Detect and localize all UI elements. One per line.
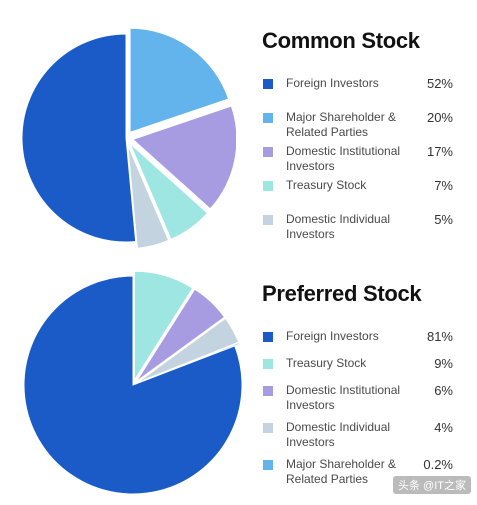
legend-swatch [263, 79, 273, 89]
legend-label: Domestic Individual Investors [286, 212, 391, 241]
legend-item: Major Shareholder & Related Parties 0.2% [262, 457, 467, 494]
legend-value: 6% [434, 383, 453, 398]
legend-label: Domestic Individual Investors [286, 420, 391, 449]
preferred-stock-legend: Foreign Investors 81% Treasury Stock 9% … [262, 329, 467, 494]
legend-label: Major Shareholder & Related Parties [286, 110, 397, 139]
legend-value: 81% [426, 329, 453, 344]
legend-value: 20% [426, 110, 453, 125]
legend-swatch [263, 215, 273, 225]
legend-label: Domestic Institutional Investors [286, 383, 401, 412]
pie-slice-institutional [131, 105, 238, 210]
pie-slice-foreign [23, 275, 243, 495]
watermark: 头条 @IT之家 [393, 476, 471, 494]
legend-swatch [263, 359, 273, 369]
legend-value: 7% [434, 178, 453, 193]
legend-value: 5% [434, 212, 453, 227]
preferred-stock-title: Preferred Stock [262, 281, 422, 306]
legend-value: 17% [426, 144, 453, 159]
legend-label: Domestic Institutional Investors [286, 144, 401, 173]
legend-swatch [263, 423, 273, 433]
legend-swatch [263, 460, 273, 470]
legend-item: Domestic Institutional Investors 17% [262, 144, 467, 178]
pie-slice-treasury [133, 270, 194, 382]
legend-item: Domestic Individual Investors 5% [262, 212, 467, 246]
pie-slice-treasury [129, 143, 209, 240]
legend-value: 4% [434, 420, 453, 435]
legend-label: Major Shareholder & Related Parties [286, 457, 397, 486]
legend-item: Foreign Investors 81% [262, 329, 467, 356]
legend-item: Treasury Stock 9% [262, 356, 467, 383]
common-stock-pie-svg [21, 27, 238, 249]
legend-value: 9% [434, 356, 453, 371]
legend-item: Domestic Institutional Investors 6% [262, 383, 467, 420]
preferred-stock-pie-svg [23, 270, 243, 495]
common-stock-legend: Foreign Investors 52% Major Shareholder … [262, 76, 467, 246]
legend-item: Foreign Investors 52% [262, 76, 467, 110]
legend-value: 52% [426, 76, 453, 91]
legend-swatch [263, 147, 273, 157]
legend-swatch [263, 181, 273, 191]
preferred-stock-pie-chart [18, 270, 248, 500]
legend-swatch [263, 386, 273, 396]
pie-slice-individual [137, 317, 240, 384]
legend-label: Treasury Stock [286, 178, 367, 192]
legend-value: 0.2% [423, 457, 453, 472]
legend-label: Foreign Investors [286, 76, 379, 90]
pie-slice-major [129, 27, 230, 134]
legend-item: Treasury Stock 7% [262, 178, 467, 212]
legend-swatch [263, 332, 273, 342]
legend-label: Foreign Investors [286, 329, 379, 343]
common-stock-pie-chart [16, 27, 238, 249]
legend-swatch [263, 113, 273, 123]
pie-slice-institutional [135, 288, 226, 382]
legend-item: Major Shareholder & Related Parties 20% [262, 110, 467, 144]
common-stock-title: Common Stock [262, 28, 420, 53]
legend-item: Domestic Individual Investors 4% [262, 420, 467, 457]
legend-label: Treasury Stock [286, 356, 367, 370]
pie-slice-foreign [21, 33, 137, 243]
